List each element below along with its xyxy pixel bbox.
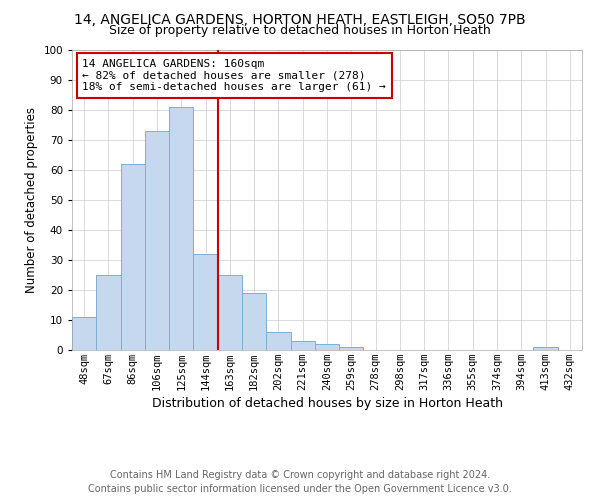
Bar [145,131,169,350]
Text: 14 ANGELICA GARDENS: 160sqm
← 82% of detached houses are smaller (278)
18% of se: 14 ANGELICA GARDENS: 160sqm ← 82% of det… [82,59,386,92]
Bar [266,332,290,350]
Text: Contains HM Land Registry data © Crown copyright and database right 2024.
Contai: Contains HM Land Registry data © Crown c… [88,470,512,494]
Bar [193,254,218,350]
Bar [339,347,364,350]
Bar [121,164,145,350]
Bar [218,275,242,350]
Y-axis label: Number of detached properties: Number of detached properties [25,107,38,293]
Bar [96,275,121,350]
Text: Size of property relative to detached houses in Horton Heath: Size of property relative to detached ho… [109,24,491,37]
X-axis label: Distribution of detached houses by size in Horton Heath: Distribution of detached houses by size … [151,397,503,410]
Bar [290,341,315,350]
Bar [533,347,558,350]
Bar [315,344,339,350]
Text: 14, ANGELICA GARDENS, HORTON HEATH, EASTLEIGH, SO50 7PB: 14, ANGELICA GARDENS, HORTON HEATH, EAST… [74,12,526,26]
Bar [72,317,96,350]
Bar [242,293,266,350]
Bar [169,107,193,350]
